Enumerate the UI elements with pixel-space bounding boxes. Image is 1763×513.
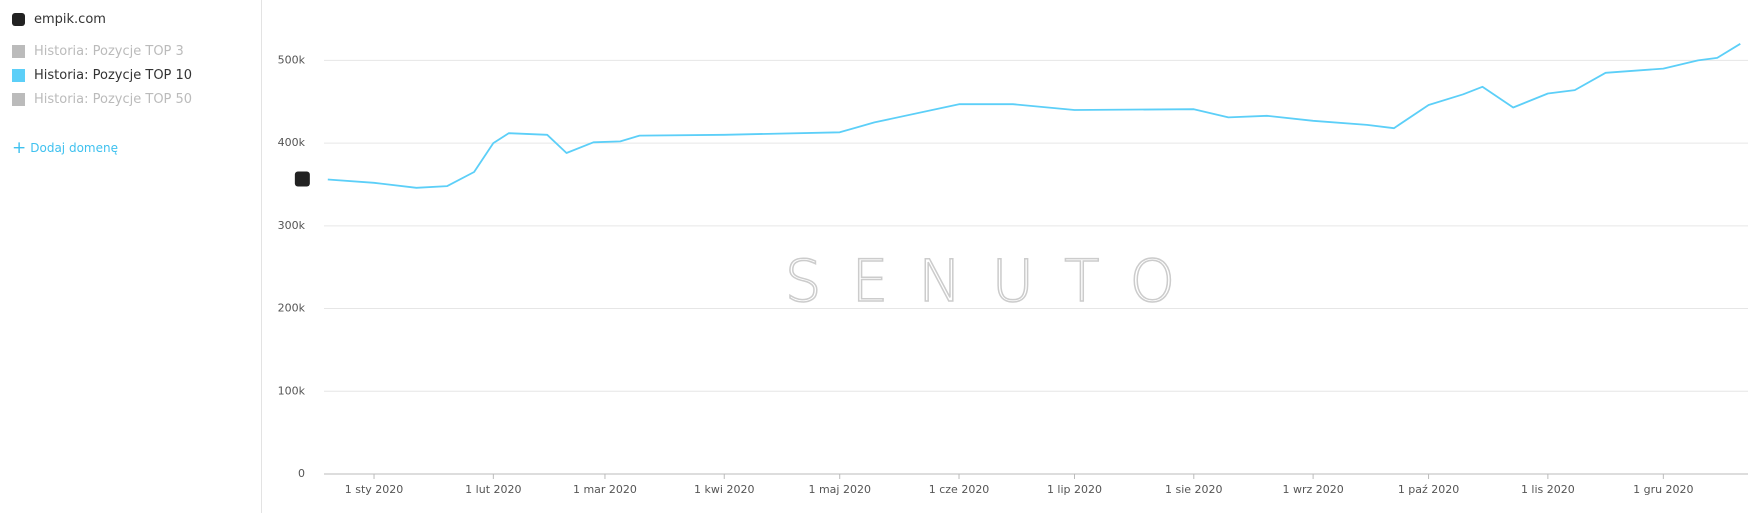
x-tick-label: 1 lip 2020 (1047, 483, 1102, 496)
add-domain-button[interactable]: + Dodaj domenę (12, 138, 118, 158)
x-tick-label: 1 gru 2020 (1633, 483, 1693, 496)
x-tick-label: 1 wrz 2020 (1282, 483, 1343, 496)
legend-label: Historia: Pozycje TOP 50 (34, 92, 193, 107)
legend-swatch (12, 93, 25, 106)
domain-row[interactable]: empik.com (12, 12, 106, 27)
watermark: SENUTO (785, 247, 1205, 315)
x-tick-label: 1 maj 2020 (808, 483, 871, 496)
y-tick-label: 500k (278, 53, 306, 66)
legend-label: Historia: Pozycje TOP 10 (34, 68, 193, 83)
legend-label: Historia: Pozycje TOP 3 (34, 44, 184, 59)
y-tick-label: 200k (278, 302, 306, 315)
x-tick-label: 1 paź 2020 (1398, 483, 1459, 496)
y-tick-label: 0 (298, 467, 305, 480)
legend-item[interactable]: Historia: Pozycje TOP 50 (12, 92, 192, 107)
legend-item[interactable]: Historia: Pozycje TOP 3 (12, 44, 184, 59)
x-tick-label: 1 lis 2020 (1521, 483, 1575, 496)
y-tick-label: 400k (278, 136, 306, 149)
series-line (327, 43, 1741, 189)
legend-item[interactable]: Historia: Pozycje TOP 10 (12, 68, 192, 83)
legend-swatch (12, 45, 25, 58)
x-tick-label: 1 sty 2020 (345, 483, 404, 496)
y-tick-label: 100k (278, 384, 306, 397)
x-tick-label: 1 lut 2020 (465, 483, 521, 496)
domain: empik.com (34, 12, 106, 27)
plus-icon: + (12, 138, 27, 158)
domain-icon (12, 13, 25, 26)
sidebar: empik.com Historia: Pozycje TOP 3 Histor… (0, 0, 262, 513)
x-tick-label: 1 mar 2020 (573, 483, 637, 496)
y-tick-label: 300k (278, 219, 306, 232)
legend-swatch (12, 69, 25, 82)
domain-marker (294, 171, 310, 187)
x-tick-label: 1 sie 2020 (1165, 483, 1223, 496)
x-tick-label: 1 kwi 2020 (694, 483, 754, 496)
add-domain-label: Dodaj domenę (30, 141, 118, 155)
x-tick-label: 1 cze 2020 (929, 483, 990, 496)
